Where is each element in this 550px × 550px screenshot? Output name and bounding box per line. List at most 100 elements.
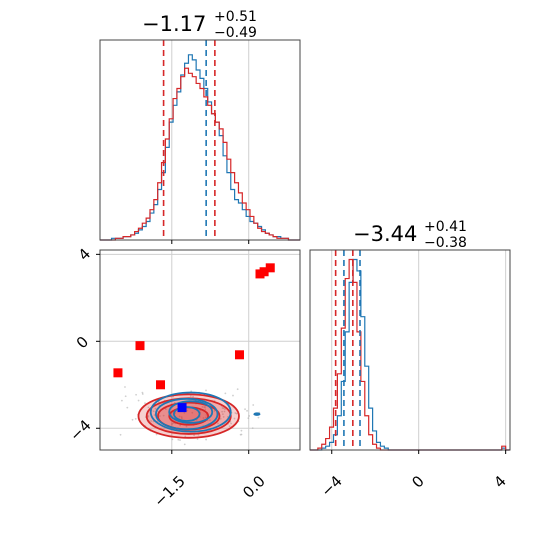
sample-point [144, 402, 146, 404]
sample-point [251, 427, 254, 430]
sample-point [222, 407, 225, 410]
contour-level-1 [172, 406, 201, 422]
histogram-series-1 [100, 54, 300, 241]
marginal-y-xtick-2: 0 [408, 472, 427, 491]
title-y-main: −3.44 [353, 222, 417, 246]
sample-point [135, 393, 137, 396]
sample-point [154, 407, 157, 410]
histogram-step-line [100, 54, 300, 241]
joint-frame [99, 249, 301, 451]
sample-point [171, 438, 174, 441]
sample-point [171, 422, 173, 425]
marginal-y-xtick-3: 4 [490, 472, 509, 491]
sample-point [205, 389, 207, 392]
marginal-y-panel [309, 249, 511, 454]
marker-square-7 [265, 263, 275, 273]
histogram-step-line [310, 258, 510, 451]
title-x-main: −1.17 [142, 12, 206, 36]
marker-square-3 [156, 380, 166, 390]
marker-square-6 [259, 267, 269, 277]
sample-point [222, 416, 225, 418]
joint-panel [96, 249, 301, 454]
sample-point [224, 408, 226, 410]
sample-point [134, 417, 137, 420]
sample-point [155, 433, 158, 436]
sample-point [119, 433, 122, 436]
sample-point [234, 412, 237, 414]
marker-square-1 [113, 368, 123, 378]
sample-point [158, 415, 161, 417]
sample-point [230, 422, 233, 425]
sample-point [120, 399, 123, 402]
sample-point [152, 410, 155, 413]
sample-point [179, 424, 182, 427]
title-y-sup: +0.41 [424, 219, 467, 235]
sample-point [131, 418, 134, 421]
sample-point [193, 434, 195, 437]
sample-point [219, 417, 222, 420]
histogram-series-2 [100, 67, 300, 241]
sample-point [183, 443, 186, 446]
sample-point [221, 413, 224, 416]
sample-point [196, 438, 199, 440]
sample-point [246, 409, 248, 412]
title-x-sub: −0.49 [214, 25, 257, 41]
contour-level-4 [149, 391, 232, 433]
histogram-series-1 [310, 258, 510, 451]
sample-point [232, 394, 234, 397]
sample-point [244, 408, 246, 411]
sample-point [177, 438, 180, 441]
sample-point [124, 395, 127, 398]
sample-point [205, 416, 207, 419]
joint-xtick-2: 0.0 [239, 472, 269, 502]
sample-point [217, 422, 219, 425]
sample-point [228, 425, 231, 428]
sample-point [209, 419, 211, 422]
joint-ytick-1: 4 [75, 245, 94, 264]
sample-point [141, 391, 144, 394]
sample-point [153, 414, 156, 416]
sample-point [223, 410, 226, 413]
sample-point [199, 409, 201, 412]
marker-square-2 [135, 341, 145, 351]
sample-point [178, 415, 181, 418]
contour-level-2 [168, 400, 214, 424]
marker-square-4 [234, 350, 244, 360]
sample-point [189, 395, 192, 398]
sample-point [204, 408, 207, 411]
title-x-sup: +0.51 [214, 9, 257, 25]
marginal-y-frame [309, 249, 511, 451]
contour-level-3 [155, 397, 219, 431]
marginal-x-frame [99, 39, 301, 241]
sample-point [240, 433, 243, 436]
sample-point [257, 416, 260, 419]
sample-point [186, 409, 189, 412]
marginal-y-xtick-1: −4 [317, 472, 345, 500]
sample-point [183, 411, 186, 414]
joint-ytick-3: −4 [66, 416, 94, 444]
sample-point [240, 429, 243, 432]
sample-point [247, 417, 250, 420]
marginal-x-panel [99, 39, 301, 244]
sample-point [179, 439, 181, 442]
joint-ytick-2: 0 [73, 333, 92, 352]
sample-point [192, 452, 194, 454]
sample-point [150, 420, 153, 422]
sample-point [192, 395, 194, 398]
sample-point [162, 414, 165, 417]
reference-markers [113, 263, 275, 413]
joint-plot-area [100, 250, 300, 454]
histogram-step-line [310, 258, 510, 451]
sample-point [236, 388, 239, 391]
sample-point [191, 411, 194, 414]
sample-point [137, 399, 140, 402]
sample-point [221, 410, 223, 413]
sample-point [126, 406, 129, 409]
sample-point [201, 405, 204, 408]
sample-point [204, 406, 207, 408]
sample-point [248, 415, 251, 417]
sample-point [233, 417, 236, 420]
sample-point [124, 386, 126, 388]
sample-point [185, 425, 188, 428]
